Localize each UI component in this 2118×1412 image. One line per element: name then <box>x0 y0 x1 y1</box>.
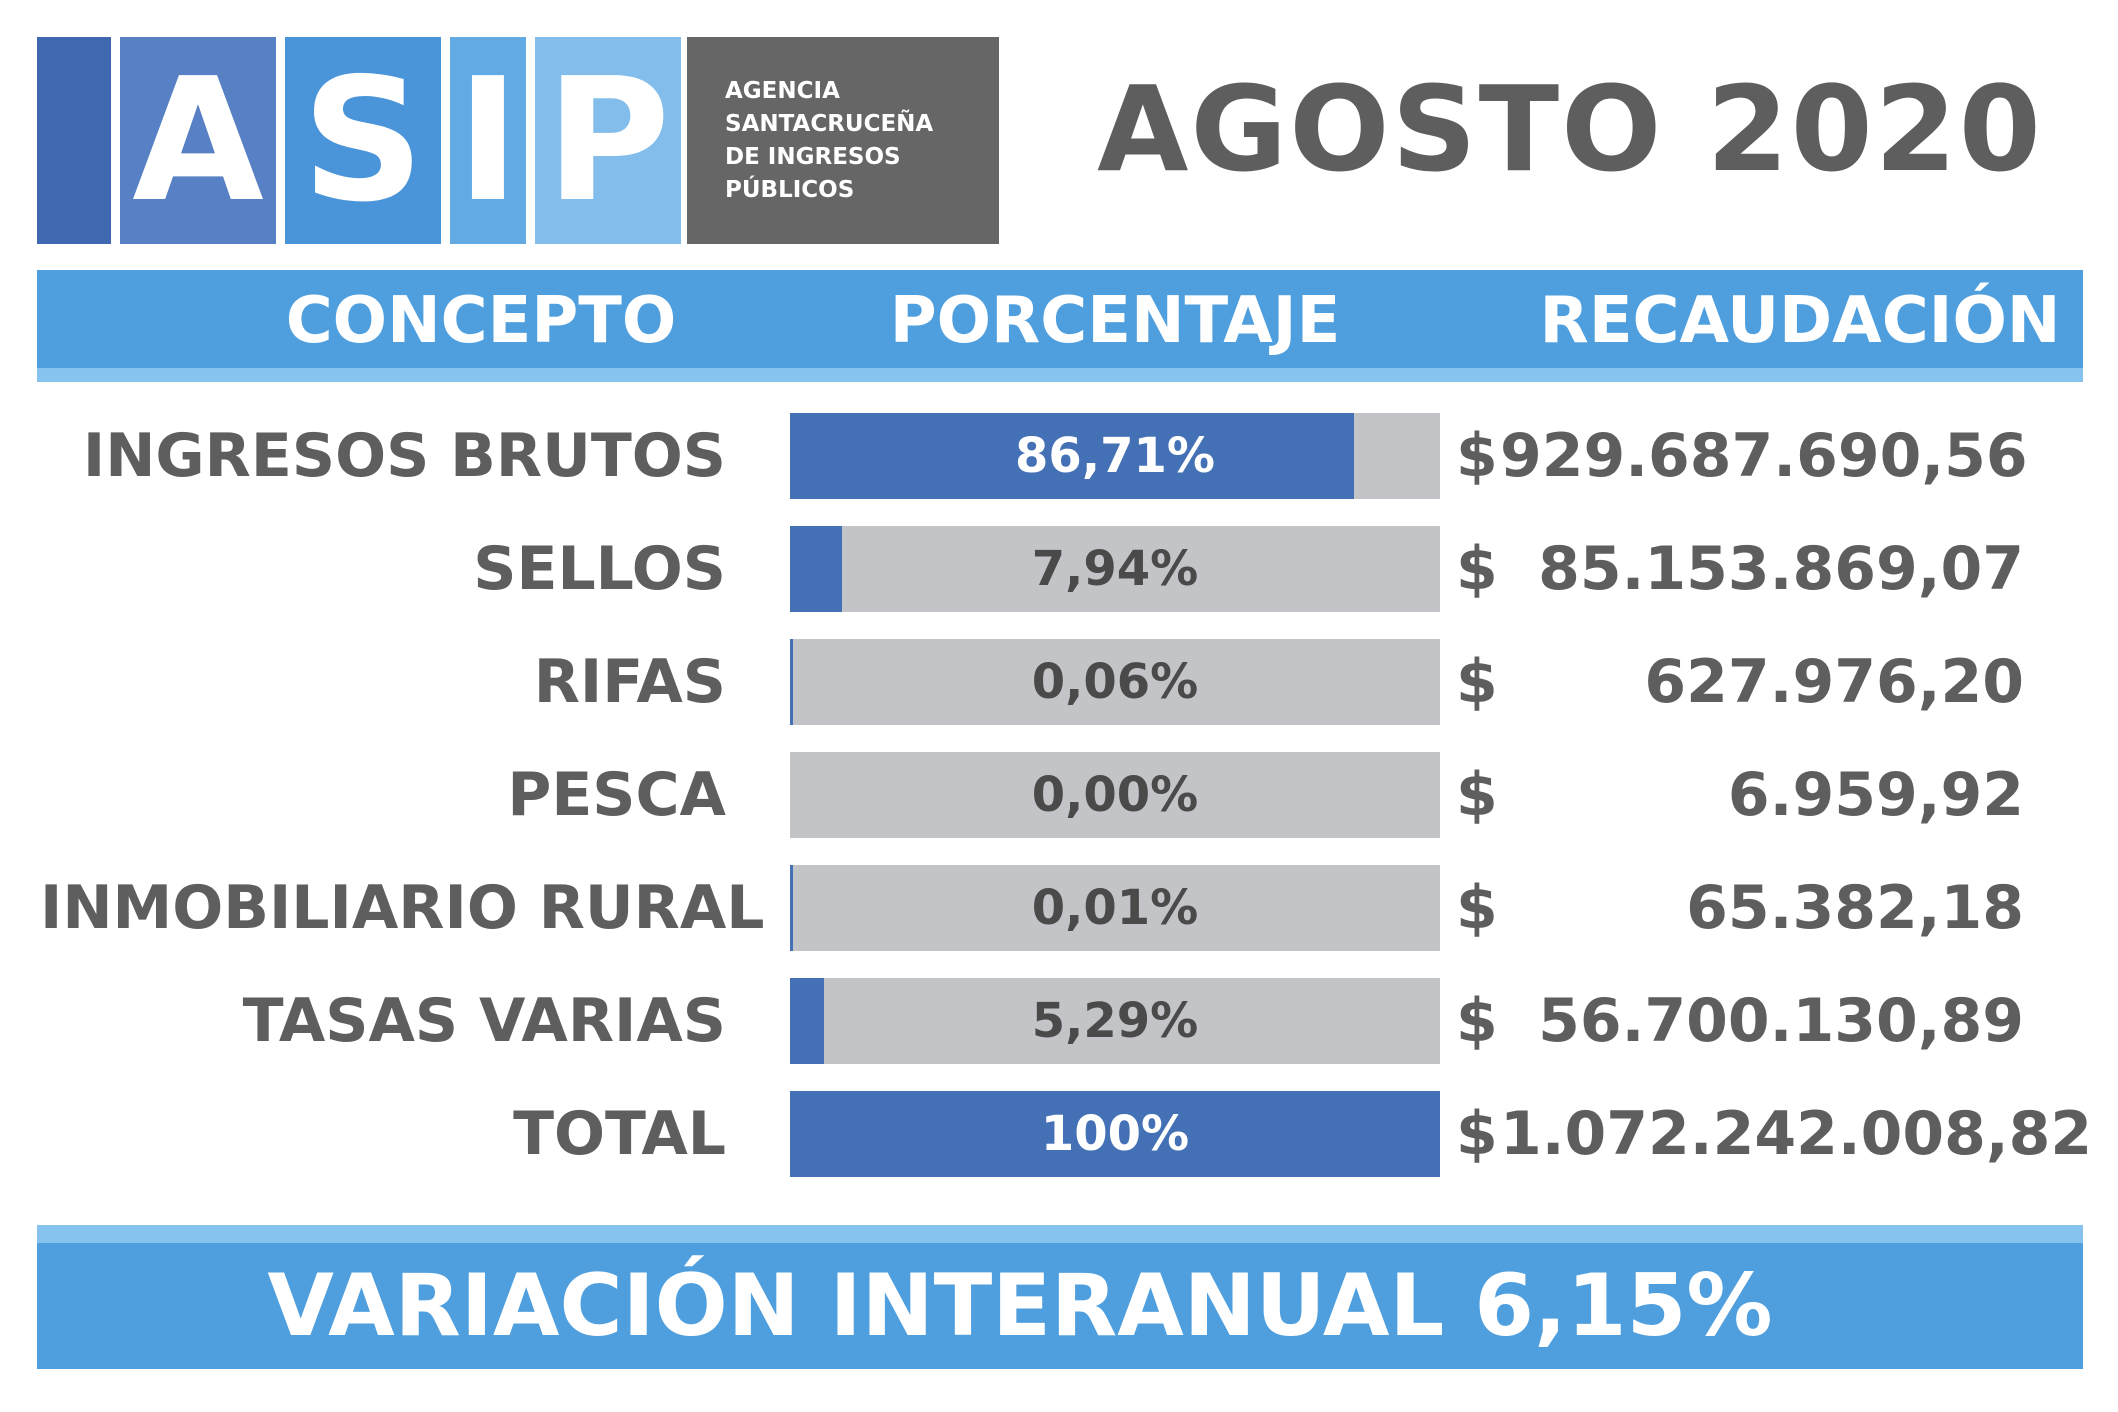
currency-symbol: $ <box>1456 647 1498 717</box>
percentage-label: 86,71% <box>1015 428 1215 484</box>
percentage-bar-track: 0,00% <box>790 752 1440 838</box>
table-row: TASAS VARIAS 5,29% $56.700.130,89 <box>0 978 2118 1064</box>
table-row: INGRESOS BRUTOS 86,71% $929.687.690,56 <box>0 413 2118 499</box>
row-concept-label: SELLOS <box>473 534 726 604</box>
table-row: RIFAS 0,06% $627.976,20 <box>0 639 2118 725</box>
percentage-bar-track: 86,71% <box>790 413 1440 499</box>
currency-symbol: $ <box>1456 760 1498 830</box>
agency-name: AGENCIA SANTACRUCEÑA DE INGRESOS PÚBLICO… <box>687 37 999 244</box>
amount-value: 627.976,20 <box>1644 647 2024 717</box>
amount-value: 1.072.242.008,82 <box>1500 1099 2093 1169</box>
percentage-bar-track: 0,01% <box>790 865 1440 951</box>
currency-symbol: $ <box>1456 534 1498 604</box>
logo-strip <box>37 37 111 244</box>
amount-value: 56.700.130,89 <box>1538 986 2024 1056</box>
table-row: PESCA 0,00% $6.959,92 <box>0 752 2118 838</box>
agency-line: AGENCIA <box>725 77 840 104</box>
asip-logo: A S I P AGENCIA SANTACRUCEÑA DE INGRESOS… <box>37 37 999 244</box>
agency-line: PÚBLICOS <box>725 176 855 203</box>
footer-banner: VARIACIÓN INTERANUAL 6,15% <box>37 1225 2083 1369</box>
percentage-bar-track: 7,94% <box>790 526 1440 612</box>
percentage-bar <box>790 639 793 725</box>
period-title: AGOSTO 2020 <box>1097 60 2043 198</box>
table-row: TOTAL 100% $1.072.242.008,82 <box>0 1091 2118 1177</box>
header-porcentaje: PORCENTAJE <box>889 284 1341 358</box>
percentage-bar-track: 100% <box>790 1091 1440 1177</box>
header-recaudacion: RECAUDACIÓN <box>1539 284 2061 358</box>
percentage-label: 7,94% <box>1031 541 1199 597</box>
currency-symbol: $ <box>1456 986 1498 1056</box>
header-concepto: CONCEPTO <box>285 284 677 358</box>
amount-value: 929.687.690,56 <box>1500 421 2028 491</box>
percentage-label: 5,29% <box>1031 993 1199 1049</box>
row-concept-label: PESCA <box>507 760 726 830</box>
row-concept-label: TOTAL <box>513 1099 726 1169</box>
agency-line: SANTACRUCEÑA <box>725 110 934 137</box>
row-concept-label: INMOBILIARIO RURAL <box>40 873 765 943</box>
amount-value: 65.382,18 <box>1686 873 2024 943</box>
agency-line: DE INGRESOS <box>725 143 901 170</box>
percentage-bar-track: 5,29% <box>790 978 1440 1064</box>
logo-letter-p: P <box>535 37 681 244</box>
currency-symbol: $ <box>1456 421 1498 491</box>
logo-letter-i: I <box>450 37 526 244</box>
row-concept-label: TASAS VARIAS <box>242 986 726 1056</box>
percentage-bar <box>790 1091 1440 1177</box>
percentage-label: 0,01% <box>1031 880 1199 936</box>
percentage-label: 0,00% <box>1031 767 1199 823</box>
row-concept-label: INGRESOS BRUTOS <box>82 421 726 491</box>
interannual-variation: VARIACIÓN INTERANUAL 6,15% <box>267 1256 1773 1356</box>
table-row: INMOBILIARIO RURAL 0,01% $65.382,18 <box>0 865 2118 951</box>
percentage-bar <box>790 413 1354 499</box>
percentage-bar <box>790 978 825 1064</box>
table-header: CONCEPTO PORCENTAJE RECAUDACIÓN <box>37 270 2083 382</box>
percentage-bar <box>790 865 793 951</box>
currency-symbol: $ <box>1456 873 1498 943</box>
percentage-label: 100% <box>1040 1106 1190 1162</box>
logo-letter-s: S <box>285 37 441 244</box>
percentage-label: 0,06% <box>1031 654 1199 710</box>
logo-letter-a: A <box>120 37 276 244</box>
table-row: SELLOS 7,94% $85.153.869,07 <box>0 526 2118 612</box>
amount-value: 85.153.869,07 <box>1538 534 2024 604</box>
percentage-bar-track: 0,06% <box>790 639 1440 725</box>
amount-value: 6.959,92 <box>1727 760 2024 830</box>
row-concept-label: RIFAS <box>533 647 726 717</box>
percentage-bar <box>790 526 842 612</box>
currency-symbol: $ <box>1456 1099 1498 1169</box>
